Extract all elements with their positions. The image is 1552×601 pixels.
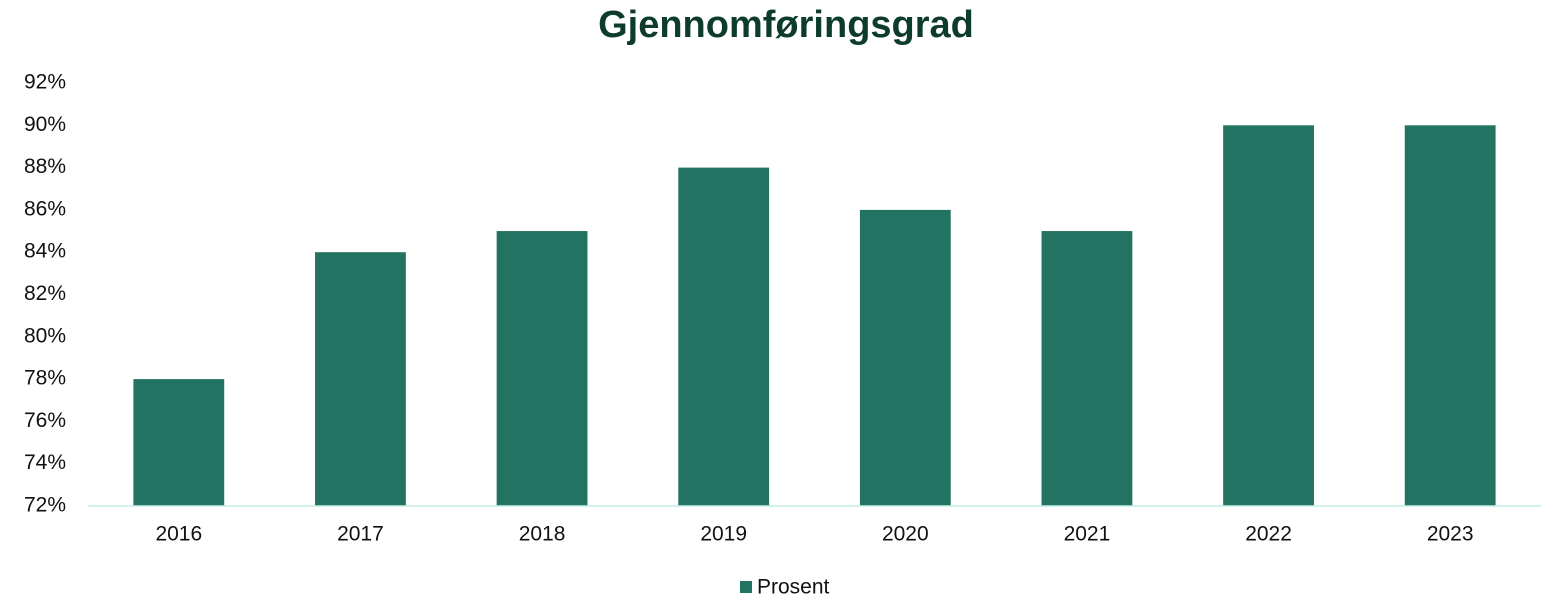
x-tick-label: 2022 <box>1245 523 1292 546</box>
bar <box>1223 125 1314 507</box>
bar <box>1404 125 1496 507</box>
legend-label: Prosent <box>757 576 830 599</box>
bar <box>859 209 951 506</box>
y-tick-label: 72% <box>24 494 66 517</box>
bar <box>133 379 225 506</box>
y-tick-label: 88% <box>24 155 66 178</box>
y-tick-label: 84% <box>24 240 66 263</box>
x-tick-label: 2020 <box>882 523 929 546</box>
bar <box>496 231 588 507</box>
x-tick-label: 2018 <box>519 523 566 546</box>
y-tick-label: 76% <box>24 409 66 432</box>
x-tick-label: 2023 <box>1427 523 1474 546</box>
x-tick-label: 2019 <box>700 523 747 546</box>
y-tick-label: 92% <box>24 71 66 94</box>
legend-swatch <box>740 581 752 593</box>
bar <box>315 252 406 506</box>
y-tick-label: 90% <box>24 113 66 136</box>
y-tick-label: 78% <box>24 367 66 390</box>
x-tick-label: 2016 <box>155 523 202 546</box>
bar <box>1041 231 1133 507</box>
y-tick-label: 86% <box>24 197 66 220</box>
y-tick-label: 74% <box>24 451 66 474</box>
y-tick-label: 80% <box>24 324 66 347</box>
bar <box>678 167 770 506</box>
x-tick-label: 2021 <box>1064 523 1111 546</box>
y-tick-label: 82% <box>24 282 66 305</box>
x-tick-label: 2017 <box>337 523 384 546</box>
chart-title: Gjennomføringsgrad <box>598 4 974 46</box>
